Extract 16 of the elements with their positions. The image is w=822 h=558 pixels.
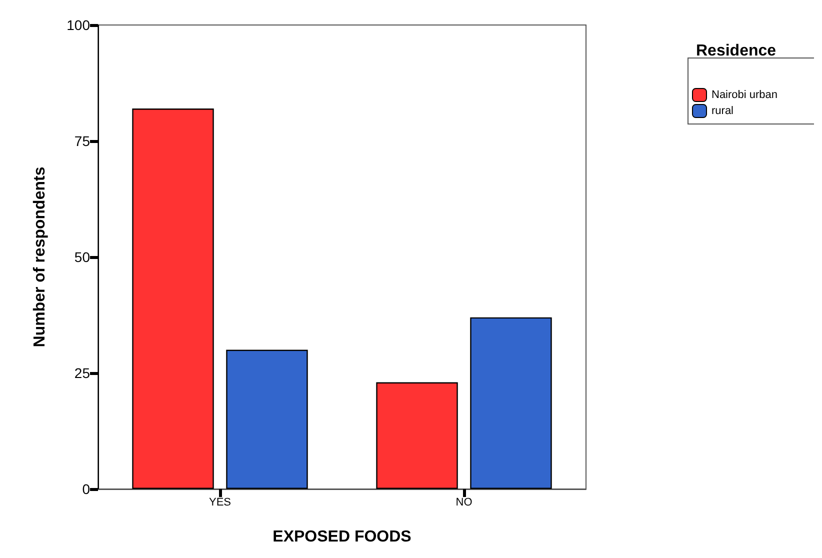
bar (470, 317, 552, 489)
x-tick-label: YES (208, 496, 232, 508)
legend-title: Residence (696, 42, 776, 60)
x-axis-title: EXPOSED FOODS (272, 528, 412, 546)
legend-label: rural (712, 105, 734, 117)
y-tick-label: 0 (82, 481, 90, 497)
bar (226, 350, 308, 489)
y-axis-title: Number of respondents (32, 166, 48, 348)
y-tick-label: 75 (74, 133, 90, 149)
x-tick-label: NO (456, 496, 473, 508)
legend-label: Nairobi urban (712, 89, 778, 101)
bar (132, 108, 214, 489)
bar (376, 382, 458, 489)
y-tick-label: 25 (74, 365, 90, 381)
y-tick-label: 50 (74, 249, 90, 265)
y-tick-label: 100 (66, 17, 90, 33)
